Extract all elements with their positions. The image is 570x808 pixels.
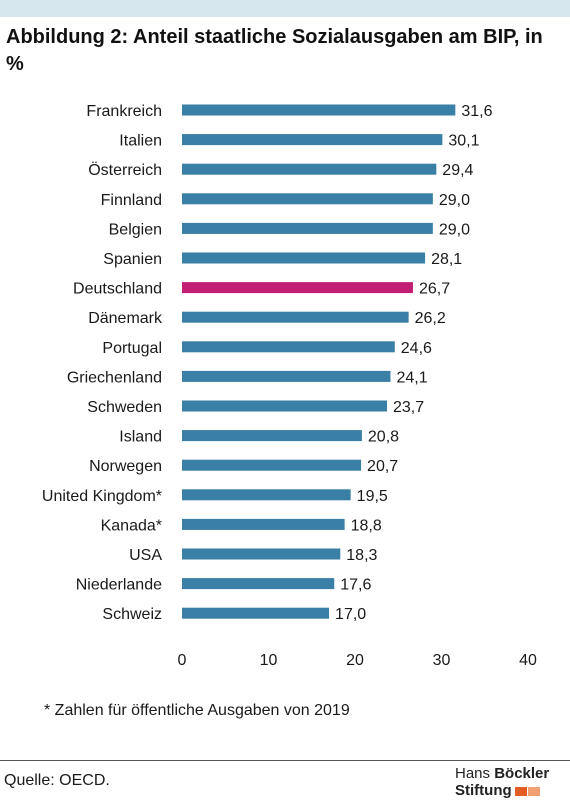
category-label: Niederlande — [76, 577, 162, 594]
value-label: 18,3 — [346, 547, 377, 564]
value-label: 24,1 — [396, 369, 427, 386]
bar — [182, 518, 345, 530]
value-label: 31,6 — [461, 103, 492, 120]
top-color-band — [0, 0, 570, 17]
category-label: Italien — [119, 133, 162, 150]
value-label: 29,0 — [439, 192, 470, 209]
value-label: 29,4 — [442, 162, 473, 179]
x-tick-label: 30 — [433, 652, 451, 669]
bar — [182, 341, 395, 353]
value-label: 20,8 — [368, 429, 399, 446]
logo-square-icon — [514, 786, 527, 796]
category-label: Deutschland — [73, 281, 162, 298]
value-label: 17,0 — [335, 606, 366, 623]
value-label: 23,7 — [393, 399, 424, 416]
value-label: 17,6 — [340, 577, 371, 594]
category-label: Kanada* — [101, 517, 162, 534]
bar — [182, 222, 433, 234]
bar — [182, 489, 351, 501]
category-label: Spanien — [103, 251, 162, 268]
category-label: USA — [129, 547, 162, 564]
category-label: Griechenland — [67, 369, 162, 386]
category-label: Portugal — [102, 340, 162, 357]
value-label: 24,6 — [401, 340, 432, 357]
bar — [182, 104, 456, 116]
logo-square-icon — [527, 786, 540, 796]
bar — [182, 370, 391, 382]
bar — [182, 548, 341, 560]
bar — [182, 430, 362, 442]
x-tick-label: 0 — [178, 652, 187, 669]
category-label: Österreich — [88, 161, 162, 179]
category-label: Schweiz — [102, 606, 162, 623]
category-label: Island — [119, 429, 162, 446]
logo-text-hans: Hans — [455, 765, 491, 782]
footer-divider — [0, 760, 570, 761]
source-note: Quelle: OECD. — [4, 772, 110, 789]
bar — [182, 459, 362, 471]
category-label: Dänemark — [88, 310, 163, 327]
value-label: 18,8 — [351, 517, 382, 534]
value-label: 26,7 — [419, 281, 450, 298]
category-label: Finnland — [101, 192, 162, 209]
x-tick-label: 40 — [519, 652, 537, 669]
bar — [182, 163, 437, 175]
category-label: Norwegen — [89, 458, 162, 475]
logo-text-boeckler: Böckler — [494, 765, 550, 782]
bar — [182, 282, 413, 294]
bar — [182, 311, 409, 323]
hans-boeckler-logo: Hans Böckler Stiftung — [455, 765, 565, 805]
bar — [182, 193, 433, 205]
bar — [182, 134, 443, 146]
bar — [182, 607, 330, 619]
x-tick-label: 20 — [346, 652, 364, 669]
footnote: * Zahlen für öffentliche Ausgaben von 20… — [44, 702, 350, 719]
bar — [182, 400, 388, 412]
bar — [182, 578, 335, 590]
logo-text-stiftung: Stiftung — [455, 782, 512, 799]
value-label: 26,2 — [415, 310, 446, 327]
value-label: 30,1 — [448, 133, 479, 150]
x-tick-label: 10 — [260, 652, 278, 669]
bar — [182, 252, 426, 264]
value-label: 20,7 — [367, 458, 398, 475]
value-label: 19,5 — [357, 488, 388, 505]
value-label: 29,0 — [439, 221, 470, 238]
bar-chart: Frankreich 31,6 Italien 30,1 Österreich 29,4 F… — [42, 103, 537, 669]
category-label: Frankreich — [86, 103, 162, 120]
category-label: Belgien — [109, 221, 162, 238]
category-label: United Kingdom* — [42, 488, 162, 505]
category-label: Schweden — [87, 399, 162, 416]
chart-title: Abbildung 2: Anteil staatliche Sozialaus… — [6, 26, 543, 75]
value-label: 28,1 — [431, 251, 462, 268]
